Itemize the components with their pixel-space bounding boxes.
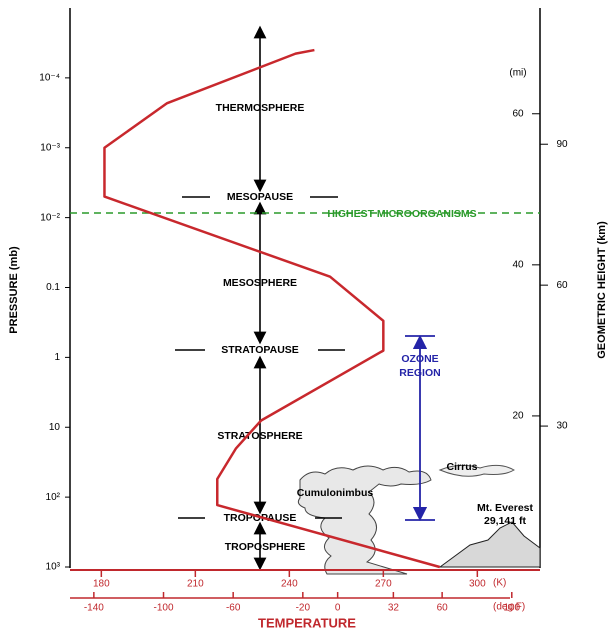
y3-tick-label: 20 bbox=[512, 411, 524, 422]
y-tick-label: 10³ bbox=[46, 562, 61, 573]
y-tick-label: 10 bbox=[49, 422, 61, 433]
annotation: STRATOPAUSE bbox=[221, 344, 299, 356]
x-tick-label: 300 bbox=[469, 579, 486, 590]
x2-tick-label: -140 bbox=[84, 603, 104, 614]
x-unit: (K) bbox=[493, 578, 506, 589]
annotation: MESOSPHERE bbox=[223, 277, 297, 289]
y-axis-label: PRESSURE (mb) bbox=[8, 246, 20, 334]
y-tick-label: 0.1 bbox=[46, 282, 60, 293]
y-tick-label: 10⁻³ bbox=[40, 142, 60, 153]
annotation: 29,141 ft bbox=[484, 515, 527, 527]
y-tick-label: 10⁻⁴ bbox=[39, 73, 60, 84]
y-tick-label: 10² bbox=[46, 492, 61, 503]
annotation: OZONE bbox=[401, 353, 438, 365]
y-tick-label: 1 bbox=[54, 352, 60, 363]
annotation: Mt. Everest bbox=[477, 502, 534, 514]
x2-tick-label: -100 bbox=[154, 603, 174, 614]
chart: THERMOSPHERE MESOPAUSE HIGHEST MICROORGA… bbox=[0, 0, 614, 632]
y2-tick-label: 90 bbox=[556, 139, 568, 150]
y3-tick-label: 60 bbox=[512, 108, 524, 119]
y-tick-label: 10⁻² bbox=[40, 212, 60, 223]
annotation: STRATOSPHERE bbox=[217, 430, 302, 442]
x-tick-label: 180 bbox=[93, 579, 110, 590]
y3-unit: (mi) bbox=[509, 68, 526, 79]
x2-tick-label: 60 bbox=[437, 603, 449, 614]
profile-line bbox=[104, 50, 439, 567]
annotation: Cumulonimbus bbox=[297, 487, 374, 499]
x-tick-label: 270 bbox=[375, 579, 392, 590]
mountain bbox=[440, 522, 540, 567]
annotation: HIGHEST MICROORGANISMS bbox=[327, 208, 476, 220]
x2-tick-label: 100 bbox=[503, 603, 520, 614]
annotation: MESOPAUSE bbox=[227, 191, 293, 203]
x2-tick-label: -20 bbox=[296, 603, 311, 614]
x2-tick-label: -60 bbox=[226, 603, 241, 614]
x2-tick-label: 0 bbox=[335, 603, 341, 614]
annotation: REGION bbox=[399, 367, 440, 379]
y2-tick-label: 30 bbox=[556, 421, 568, 432]
annotation: Cirrus bbox=[447, 461, 478, 473]
x2-tick-label: 32 bbox=[388, 603, 400, 614]
x-tick-label: 210 bbox=[187, 579, 204, 590]
y3-tick-label: 40 bbox=[512, 259, 524, 270]
annotation: THERMOSPHERE bbox=[216, 102, 305, 114]
y2-axis-label: GEOMETRIC HEIGHT (km) bbox=[596, 221, 608, 359]
y2-tick-label: 60 bbox=[556, 280, 568, 291]
x-tick-label: 240 bbox=[281, 579, 298, 590]
annotation: TROPOSPHERE bbox=[225, 541, 306, 553]
x-axis-label: TEMPERATURE bbox=[258, 615, 356, 630]
